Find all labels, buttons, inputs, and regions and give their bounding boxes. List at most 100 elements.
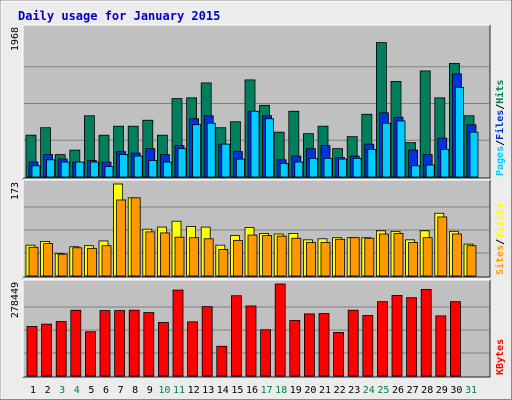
bar-pages-day-19 — [294, 161, 304, 178]
x-tick-day-10: 10 — [158, 385, 170, 396]
bar-kbytes-day-13 — [201, 306, 213, 377]
bar-sites-day-18 — [276, 235, 287, 277]
bar-kbytes-day-9 — [143, 312, 155, 377]
x-tick-day-30: 30 — [450, 385, 462, 396]
bar-kbytes-day-30 — [449, 301, 461, 377]
x-tick-day-2: 2 — [45, 385, 51, 396]
bar-kbytes-day-2 — [41, 323, 52, 377]
bar-sites-day-16 — [247, 234, 258, 277]
bar-sites-day-30 — [451, 233, 462, 277]
bar-kbytes-day-23 — [347, 309, 359, 377]
x-tick-day-31: 31 — [465, 385, 477, 396]
bar-kbytes-day-27 — [406, 297, 418, 377]
bar-kbytes-day-11 — [172, 289, 184, 377]
bar-pages-day-6 — [104, 166, 114, 178]
bar-sites-day-12 — [189, 237, 200, 277]
bar-pages-day-23 — [352, 157, 362, 178]
ymax-label-sites-visits: 173 — [10, 182, 21, 200]
x-tick-day-1: 1 — [30, 385, 36, 396]
bar-kbytes-day-21 — [318, 313, 330, 377]
bar-kbytes-day-18 — [274, 283, 286, 377]
bar-sites-day-7 — [116, 199, 126, 277]
bar-pages-day-4 — [75, 161, 85, 178]
bar-sites-day-22 — [335, 238, 346, 277]
bar-sites-day-4 — [72, 247, 83, 277]
bar-pages-day-7 — [119, 154, 128, 178]
bar-pages-day-31 — [469, 131, 479, 178]
bar-kbytes-day-22 — [333, 331, 345, 377]
legend-item-sites: Sites — [494, 245, 506, 275]
x-tick-day-25: 25 — [377, 385, 389, 396]
bar-pages-day-16 — [250, 110, 260, 178]
bar-sites-day-5 — [87, 247, 97, 277]
bar-sites-day-13 — [203, 238, 214, 277]
bar-sites-day-26 — [393, 233, 404, 277]
bar-sites-day-10 — [159, 232, 170, 277]
bar-sites-day-24 — [364, 237, 375, 277]
bar-pages-day-25 — [381, 122, 391, 178]
bar-sites-day-27 — [408, 242, 419, 277]
bar-sites-day-8 — [130, 197, 141, 277]
bar-kbytes-day-3 — [55, 321, 67, 377]
bar-pages-day-11 — [177, 148, 187, 178]
bar-kbytes-day-7 — [114, 310, 125, 377]
bar-sites-day-9 — [145, 231, 156, 277]
bar-sites-day-23 — [349, 237, 360, 277]
bar-pages-day-18 — [279, 163, 289, 178]
legend-item-visits: Visits — [494, 203, 506, 239]
bar-pages-day-9 — [148, 160, 158, 178]
bar-pages-day-21 — [323, 157, 333, 178]
bar-pages-day-27 — [411, 165, 421, 178]
legend-separator: / — [495, 239, 506, 245]
x-tick-day-28: 28 — [421, 385, 433, 396]
bar-kbytes-day-10 — [157, 322, 169, 377]
bar-sites-day-2 — [43, 243, 53, 277]
legend-pages-files-hits: Pages/Files/Hits — [494, 80, 506, 176]
x-tick-day-29: 29 — [436, 385, 448, 396]
bar-kbytes-day-15 — [230, 295, 242, 377]
bar-kbytes-day-4 — [70, 309, 82, 377]
legend-separator: / — [495, 140, 506, 146]
x-tick-day-21: 21 — [319, 385, 331, 396]
x-tick-day-4: 4 — [74, 385, 80, 396]
bar-kbytes-day-28 — [420, 289, 432, 377]
bar-pages-day-30 — [454, 86, 464, 178]
legend-separator: / — [495, 104, 506, 110]
bar-pages-day-2 — [46, 159, 55, 178]
x-tick-day-26: 26 — [392, 385, 404, 396]
bar-sites-day-21 — [320, 242, 331, 277]
bar-kbytes-day-25 — [376, 301, 388, 377]
bar-kbytes-day-8 — [128, 309, 140, 377]
bar-pages-day-22 — [338, 158, 348, 178]
x-tick-day-18: 18 — [275, 385, 287, 396]
bar-kbytes-day-6 — [99, 310, 111, 377]
x-tick-day-13: 13 — [202, 385, 214, 396]
x-tick-day-17: 17 — [261, 385, 273, 396]
bar-pages-day-17 — [265, 118, 275, 178]
legend-item-kbytes: KBytes — [495, 339, 506, 375]
ymax-label-pages-files-hits: 1968 — [10, 27, 21, 51]
bar-sites-day-1 — [28, 246, 39, 277]
bar-pages-day-12 — [192, 124, 202, 178]
bar-sites-day-14 — [218, 249, 229, 277]
bar-sites-day-31 — [466, 245, 477, 277]
x-tick-day-22: 22 — [334, 385, 346, 396]
bar-kbytes-day-14 — [216, 345, 228, 377]
bar-sites-day-6 — [101, 245, 112, 277]
x-tick-day-9: 9 — [147, 385, 153, 396]
bar-sites-day-19 — [291, 237, 302, 277]
x-tick-day-11: 11 — [173, 385, 185, 396]
bar-pages-day-3 — [60, 161, 70, 178]
bar-sites-day-3 — [57, 253, 68, 277]
chart-title: Daily usage for January 2015 — [18, 9, 220, 23]
x-tick-day-5: 5 — [88, 385, 94, 396]
legend-item-pages: Pages — [495, 146, 506, 176]
x-tick-day-3: 3 — [59, 385, 65, 396]
x-tick-day-6: 6 — [103, 385, 109, 396]
legend-item-files: Files — [494, 110, 506, 140]
bar-pages-day-5 — [90, 161, 99, 178]
x-tick-day-14: 14 — [217, 385, 229, 396]
bar-kbytes-day-17 — [260, 329, 272, 377]
bar-sites-day-11 — [174, 236, 185, 277]
